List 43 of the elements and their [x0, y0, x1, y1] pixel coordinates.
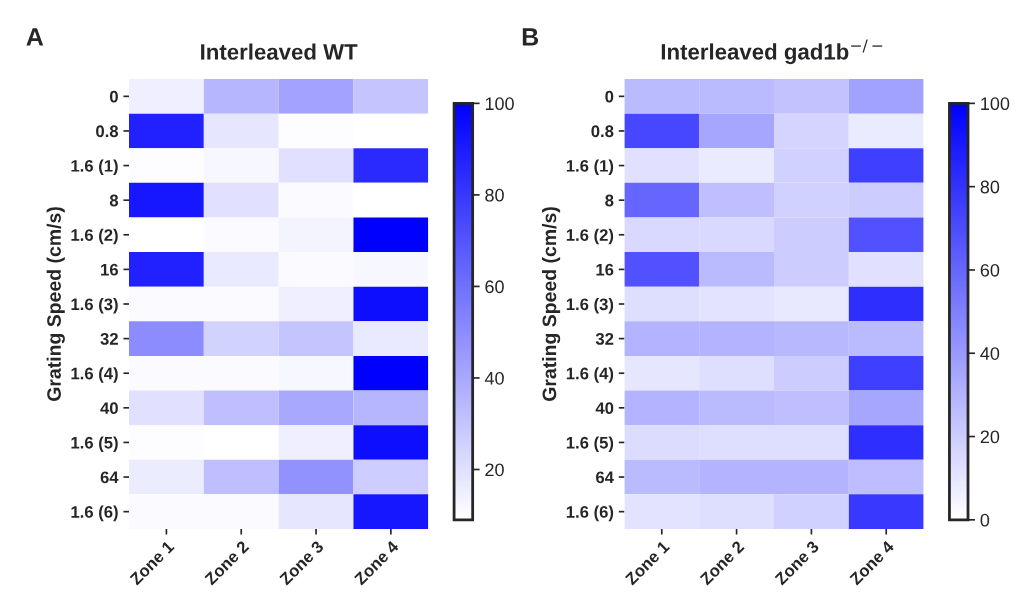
y-tick-label: 1.6 (4): [71, 367, 118, 383]
y-tick-label: 8: [605, 194, 614, 207]
color-bar-label: 20: [485, 463, 504, 477]
color-bar-label: 60: [980, 263, 1000, 277]
y-tick-label: 32: [100, 333, 118, 345]
color-bar-label: 40: [484, 371, 504, 385]
y-tick-label: 64: [596, 471, 614, 484]
y-tick-label: 0.8: [591, 125, 614, 138]
y-axis-title: Grating Speed (cm/s): [46, 207, 65, 401]
y-tick-label: 1.6 (5): [566, 436, 614, 452]
y-tick-label: 16: [596, 263, 614, 276]
color-bar-label: 80: [980, 180, 1000, 194]
y-axis-title: Grating Speed (cm/s): [542, 207, 561, 401]
y-tick-label: 0: [109, 90, 118, 103]
y-tick-label: 1.6 (2): [71, 228, 118, 245]
color-bar-label: 80: [485, 188, 504, 202]
y-tick-label: 16: [101, 263, 118, 276]
text: A: [26, 28, 44, 46]
y-tick-label: 0.8: [96, 125, 119, 138]
chart-title: Interleaved gad1b$^{−/−}$: [661, 39, 883, 65]
color-bar-label: 40: [980, 347, 1000, 360]
y-tick-label: 40: [595, 402, 614, 415]
y-tick-label: 1.6 (4): [566, 367, 614, 383]
y-tick-label: 40: [100, 402, 118, 415]
y-tick-label: 1.6 (6): [71, 505, 118, 522]
y-tick-label: 1.6 (3): [71, 297, 118, 314]
y-tick-label: 0: [605, 90, 614, 103]
y-tick-label: 1.6 (1): [566, 159, 614, 176]
y-tick-label: 1.6 (3): [566, 297, 614, 314]
text: B: [522, 28, 539, 46]
color-bar-label: 60: [485, 280, 504, 294]
y-tick-label: 8: [109, 194, 119, 207]
y-tick-label: 1.6 (2): [566, 228, 614, 245]
y-tick-label: 32: [595, 333, 614, 345]
color-bar-label: 0: [980, 513, 990, 527]
y-tick-label: 1.6 (5): [71, 436, 118, 452]
color-bar-label: 20: [980, 430, 1000, 444]
color-bar-label: 100: [981, 97, 1010, 111]
chart-title: Interleaved WT: [201, 43, 358, 60]
y-tick-label: 1.6 (1): [71, 159, 118, 176]
color-bar-label: 100: [485, 97, 514, 111]
y-tick-label: 1.6 (6): [566, 505, 614, 522]
y-tick-label: 64: [100, 471, 119, 484]
